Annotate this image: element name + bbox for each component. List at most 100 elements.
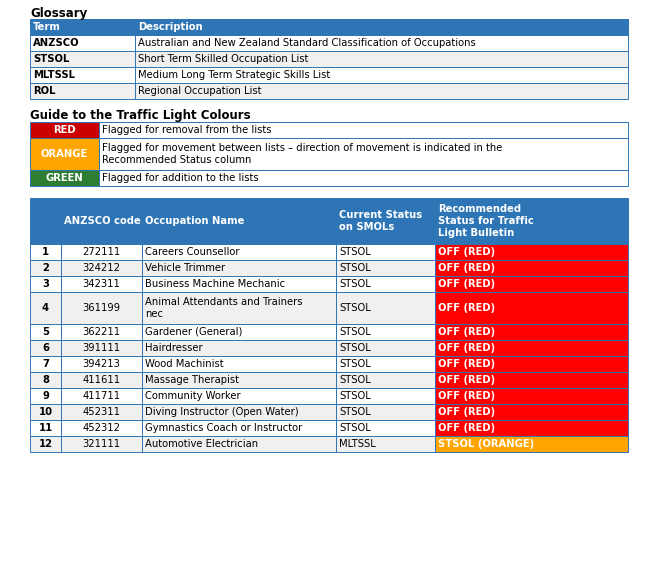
Bar — [61, 388, 142, 404]
Text: Regional Occupation List: Regional Occupation List — [138, 86, 261, 96]
Bar — [142, 276, 336, 292]
Bar — [435, 260, 628, 276]
Text: 3: 3 — [42, 279, 49, 289]
Text: GREEN: GREEN — [45, 173, 83, 183]
Text: Massage Therapist: Massage Therapist — [145, 375, 239, 385]
Text: MLTSSL: MLTSSL — [339, 439, 376, 449]
Text: Gymnastics Coach or Instructor: Gymnastics Coach or Instructor — [145, 423, 302, 433]
Bar — [30, 138, 99, 170]
Bar — [435, 198, 628, 244]
Bar — [336, 276, 435, 292]
Text: OFF (RED): OFF (RED) — [438, 423, 495, 433]
Text: 6: 6 — [42, 343, 49, 353]
Bar — [30, 436, 61, 452]
Text: Wood Machinist: Wood Machinist — [145, 359, 224, 369]
Text: RED: RED — [53, 125, 75, 135]
Bar — [435, 436, 628, 452]
Text: OFF (RED): OFF (RED) — [438, 327, 495, 337]
Text: 9: 9 — [42, 391, 49, 401]
Bar — [30, 19, 134, 35]
Bar — [336, 356, 435, 372]
Bar — [142, 356, 336, 372]
Text: 394213: 394213 — [83, 359, 121, 369]
Bar — [134, 83, 628, 99]
Bar — [142, 292, 336, 324]
Bar — [142, 372, 336, 388]
Text: 8: 8 — [42, 375, 49, 385]
Bar — [142, 340, 336, 356]
Text: STSOL: STSOL — [339, 423, 371, 433]
Text: STSOL: STSOL — [339, 263, 371, 273]
Text: Australian and New Zealand Standard Classification of Occupations: Australian and New Zealand Standard Clas… — [138, 38, 476, 48]
Text: STSOL: STSOL — [339, 327, 371, 337]
Bar — [435, 340, 628, 356]
Bar — [61, 244, 142, 260]
Text: 361199: 361199 — [83, 303, 121, 313]
Bar — [336, 388, 435, 404]
Text: 5: 5 — [42, 327, 49, 337]
Bar — [30, 67, 134, 83]
Text: 411711: 411711 — [83, 391, 121, 401]
Text: Flagged for movement between lists – direction of movement is indicated in the
R: Flagged for movement between lists – dir… — [102, 143, 502, 165]
Bar — [142, 388, 336, 404]
Text: Medium Long Term Strategic Skills List: Medium Long Term Strategic Skills List — [138, 70, 330, 80]
Bar — [61, 340, 142, 356]
Bar — [336, 244, 435, 260]
Bar — [336, 372, 435, 388]
Text: 12: 12 — [39, 439, 52, 449]
Text: OFF (RED): OFF (RED) — [438, 375, 495, 385]
Bar — [30, 198, 61, 244]
Text: STSOL: STSOL — [339, 359, 371, 369]
Bar — [30, 35, 134, 51]
Bar — [435, 372, 628, 388]
Bar — [336, 324, 435, 340]
Text: 411611: 411611 — [83, 375, 121, 385]
Bar — [30, 420, 61, 436]
Text: Short Term Skilled Occupation List: Short Term Skilled Occupation List — [138, 54, 308, 64]
Text: STSOL: STSOL — [33, 54, 70, 64]
Text: STSOL: STSOL — [339, 343, 371, 353]
Text: Recommended
Status for Traffic
Light Bulletin: Recommended Status for Traffic Light Bul… — [438, 204, 533, 237]
Text: ANZSCO code: ANZSCO code — [64, 216, 141, 226]
Text: 324212: 324212 — [83, 263, 121, 273]
Text: Community Worker: Community Worker — [145, 391, 241, 401]
Bar — [435, 388, 628, 404]
Bar — [435, 244, 628, 260]
Bar — [336, 292, 435, 324]
Text: Flagged for removal from the lists: Flagged for removal from the lists — [102, 125, 272, 135]
Bar — [435, 420, 628, 436]
Bar — [142, 436, 336, 452]
Text: MLTSSL: MLTSSL — [33, 70, 75, 80]
Bar — [30, 292, 61, 324]
Text: 10: 10 — [39, 407, 52, 417]
Bar — [30, 244, 61, 260]
Bar — [30, 340, 61, 356]
Bar — [336, 198, 435, 244]
Bar — [30, 170, 99, 186]
Bar — [30, 260, 61, 276]
Bar — [142, 244, 336, 260]
Bar — [30, 356, 61, 372]
Text: STSOL: STSOL — [339, 247, 371, 257]
Text: OFF (RED): OFF (RED) — [438, 303, 495, 313]
Bar — [134, 67, 628, 83]
Bar — [30, 122, 99, 138]
Text: Glossary: Glossary — [30, 6, 87, 20]
Text: Description: Description — [138, 22, 202, 32]
Bar — [61, 198, 142, 244]
Text: 391111: 391111 — [83, 343, 121, 353]
Bar — [435, 356, 628, 372]
Text: STSOL: STSOL — [339, 303, 371, 313]
Text: 321111: 321111 — [83, 439, 121, 449]
Bar — [435, 324, 628, 340]
Bar — [30, 372, 61, 388]
Text: Business Machine Mechanic: Business Machine Mechanic — [145, 279, 285, 289]
Bar — [142, 420, 336, 436]
Text: STSOL (ORANGE): STSOL (ORANGE) — [438, 439, 534, 449]
Bar — [99, 122, 628, 138]
Bar — [336, 436, 435, 452]
Bar — [134, 35, 628, 51]
Text: Term: Term — [33, 22, 61, 32]
Text: STSOL: STSOL — [339, 391, 371, 401]
Bar — [336, 420, 435, 436]
